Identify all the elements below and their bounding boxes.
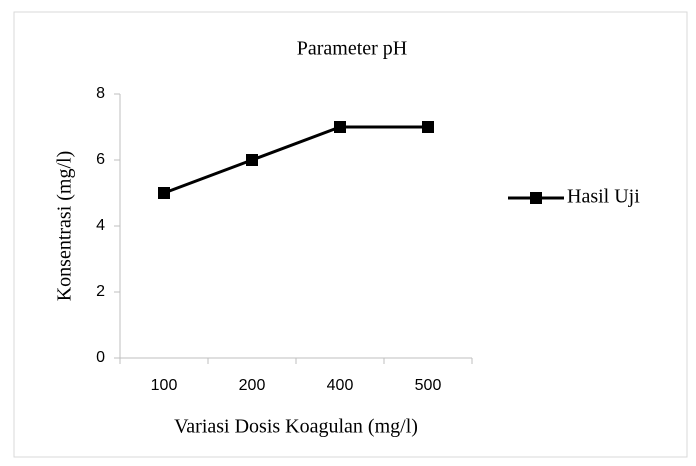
x-axis-label: Variasi Dosis Koagulan (mg/l) [174,416,418,438]
y-tick-label: 8 [96,85,105,102]
data-point [422,121,434,133]
x-tick-label: 200 [239,377,266,394]
chart-title: Parameter pH [297,38,408,60]
y-axis-label: Konsentrasi (mg/l) [54,151,76,302]
x-tick-label: 100 [151,377,178,394]
legend-label: Hasil Uji [567,186,640,208]
y-tick-label: 6 [96,151,105,168]
data-point [334,121,346,133]
y-tick-label: 2 [96,283,105,300]
x-tick-label: 400 [327,377,354,394]
series-line [163,125,428,195]
y-tick-label: 4 [96,217,105,234]
y-tick-label: 0 [96,349,105,366]
legend-marker [530,192,542,204]
data-point [246,154,258,166]
chart-border [13,11,688,458]
data-point [158,187,170,199]
x-tick-label: 500 [415,377,442,394]
